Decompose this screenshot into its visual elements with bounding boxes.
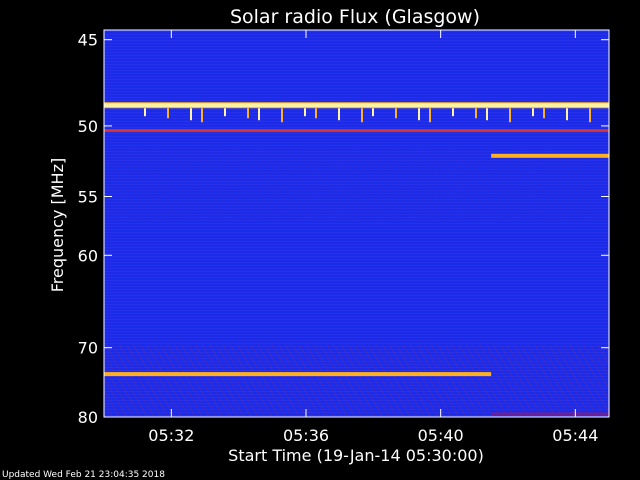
plot-area [103,29,610,418]
burst-spike [475,108,477,119]
plot-frame [103,29,610,418]
burst-spike [566,108,568,121]
burst-spike [486,108,488,121]
x-tick-label: 05:40 [418,426,464,445]
burst-spike [543,108,545,119]
y-tick-label: 50 [78,117,98,136]
burst-spike [201,108,203,123]
burst-spike [144,108,146,117]
burst-spike [418,108,420,121]
x-axis-label: Start Time (19-Jan-14 05:30:00) [228,446,484,465]
burst-spike [509,108,511,123]
burst-spike [452,108,454,117]
burst-spikes [144,108,591,123]
burst-spike [315,108,317,119]
burst-spike [395,108,397,119]
y-tick-label: 80 [78,408,98,427]
burst-spike [338,108,340,121]
y-axis-label: Frequency [MHz] [48,158,67,292]
emission-band [104,372,492,377]
burst-spike [224,108,226,117]
burst-spike [167,108,169,119]
burst-spike [361,108,363,123]
chart-title: Solar radio Flux (Glasgow) [230,6,480,28]
x-tick-label: 05:32 [148,426,194,445]
emission-band [104,129,609,133]
x-axis: 05:32 05:36 05:40 05:44 [148,30,598,445]
burst-spike [190,108,192,121]
y-tick-label: 45 [78,31,98,50]
burst-spike [304,108,306,117]
burst-spike [258,108,260,121]
y-tick-label: 55 [78,187,98,206]
burst-spike [372,108,374,117]
y-tick-label: 70 [78,339,98,358]
emission-band [491,412,609,416]
emission-bands [104,102,609,416]
burst-spike [429,108,431,123]
burst-spike [281,108,283,123]
emission-band [491,153,609,158]
emission-band [104,103,609,108]
y-axis: 45 50 55 60 70 80 [78,31,609,427]
x-tick-label: 05:44 [552,426,598,445]
burst-spike [589,108,591,123]
drift-streaks [104,345,609,417]
burst-spike [532,108,534,117]
x-tick-label: 05:36 [283,426,329,445]
update-timestamp: Updated Wed Feb 21 23:04:35 2018 [2,470,165,480]
y-tick-label: 60 [78,246,98,265]
burst-spike [247,108,249,119]
